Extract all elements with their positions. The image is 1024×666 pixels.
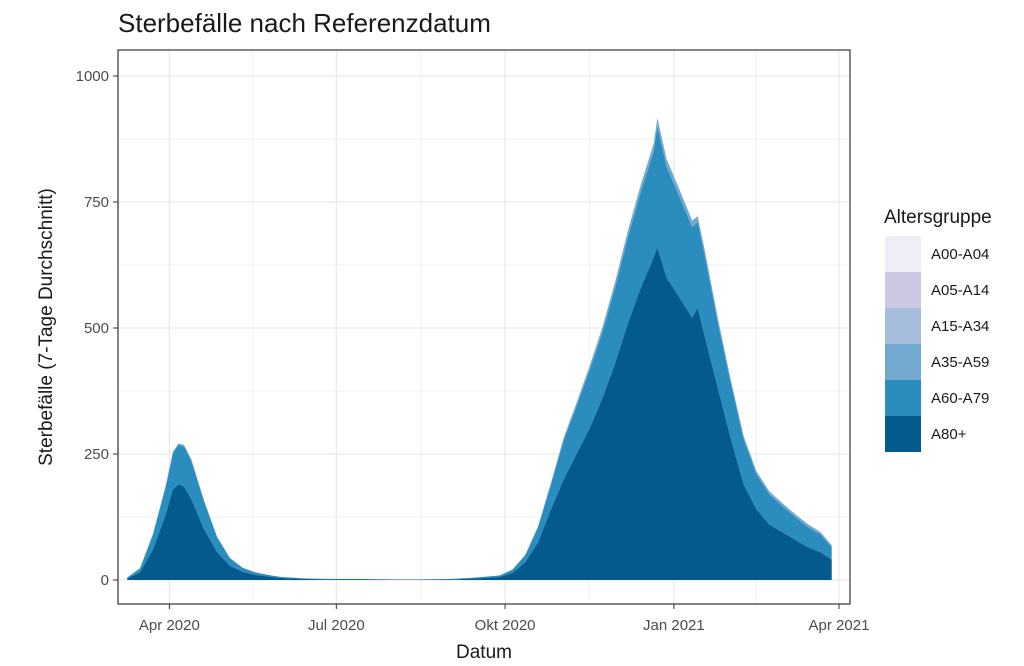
y-tick-label: 750 [84, 194, 109, 211]
legend-key-a80+ [885, 416, 921, 452]
legend-key-a00-a04 [885, 236, 921, 272]
x-tick-label: Apr 2020 [139, 617, 200, 634]
legend-label-a05-a14: A05-A14 [931, 282, 989, 299]
legend-label-a15-a34: A15-A34 [931, 318, 989, 335]
series-areas [127, 117, 832, 580]
legend-key-a15-a34 [885, 308, 921, 344]
legend-key-a35-a59 [885, 344, 921, 380]
x-tick-label: Jan 2021 [643, 617, 705, 634]
x-axis: Apr 2020 Jul 2020 Okt 2020 Jan 2021 Apr 2021 [139, 604, 870, 634]
area-a80+ [127, 247, 832, 580]
y-tick-label: 500 [84, 320, 109, 337]
y-tick-label: 1000 [76, 68, 109, 85]
legend-label-a35-a59: A35-A59 [931, 354, 989, 371]
chart-title: Sterbefälle nach Referenzdatum [118, 8, 491, 38]
y-tick-label: 250 [84, 446, 109, 463]
legend-title: Altersgruppe [884, 207, 992, 228]
legend: Altersgruppe A00-A04 A05-A14 A15-A34 A35-A5… [884, 207, 992, 452]
x-tick-label: Jul 2020 [308, 617, 365, 634]
x-axis-title: Datum [456, 642, 512, 663]
legend-label-a80+: A80+ [931, 426, 967, 443]
legend-key-a05-a14 [885, 272, 921, 308]
plot-border [117, 49, 851, 605]
x-tick-label: Apr 2021 [809, 617, 870, 634]
legend-label-a00-a04: A00-A04 [931, 246, 989, 263]
y-axis-title: Sterbefälle (7-Tage Durchschnitt) [36, 188, 57, 466]
x-tick-label: Okt 2020 [475, 617, 536, 634]
legend-key-a60-a79 [885, 380, 921, 416]
legend-label-a60-a79: A60-A79 [931, 390, 989, 407]
y-axis: 0 250 500 750 1000 [76, 68, 118, 589]
area-a60-a79 [127, 126, 832, 580]
y-tick-label: 0 [101, 572, 109, 589]
